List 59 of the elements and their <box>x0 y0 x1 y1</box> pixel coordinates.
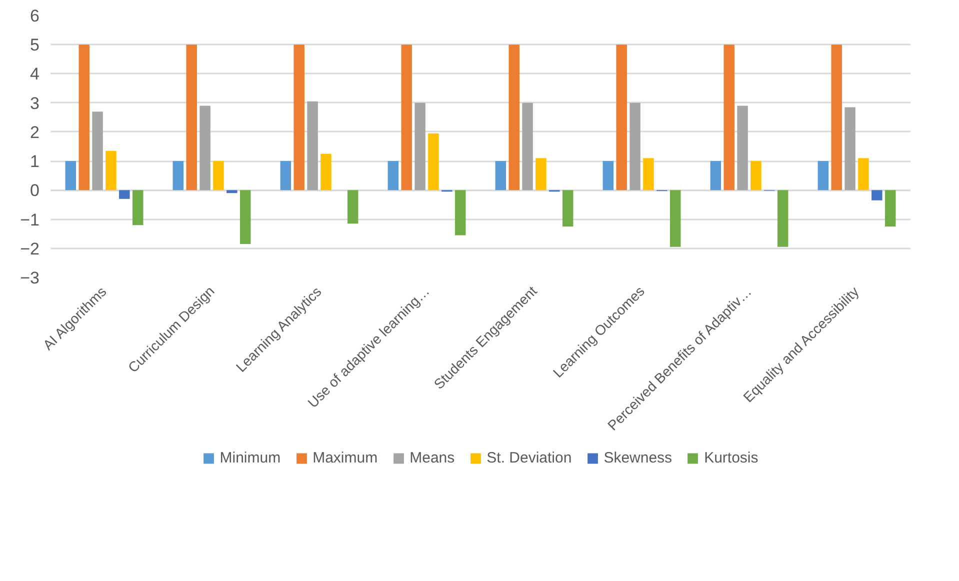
bar <box>858 158 869 190</box>
bar <box>522 102 533 190</box>
legend-label: Maximum <box>312 450 378 466</box>
bar <box>508 44 520 190</box>
y-tick-label: 4 <box>30 64 40 84</box>
legend-label: Kurtosis <box>704 450 758 466</box>
legend-label: Minimum <box>220 450 281 466</box>
bar <box>724 44 734 190</box>
y-tick-label: 5 <box>30 36 40 55</box>
bar <box>213 161 224 190</box>
bar <box>388 161 399 190</box>
bar <box>401 44 412 190</box>
y-tick-label: 6 <box>30 6 40 26</box>
bar <box>106 150 116 190</box>
bar <box>454 190 466 236</box>
bar <box>428 133 439 190</box>
y-tick-label: 0 <box>30 181 40 200</box>
bar <box>347 190 358 224</box>
bar <box>630 102 640 190</box>
bar <box>132 190 144 226</box>
y-tick-label: 2 <box>30 122 40 142</box>
bar <box>280 161 292 190</box>
bar <box>844 107 856 190</box>
y-tick-label: −3 <box>20 268 40 288</box>
bar <box>119 190 130 199</box>
bar <box>884 190 896 227</box>
bar <box>92 112 103 190</box>
bar <box>872 190 882 200</box>
y-tick-label: −2 <box>20 239 40 258</box>
bar <box>643 158 654 190</box>
bar <box>670 190 681 247</box>
bar <box>818 161 829 190</box>
y-tick-label: 1 <box>30 152 40 172</box>
bar <box>831 44 842 190</box>
bar <box>172 161 184 190</box>
bar <box>777 190 788 247</box>
bar <box>414 102 426 190</box>
legend-label: Skewness <box>604 450 672 466</box>
legend-label: Means <box>410 450 455 466</box>
bar <box>78 44 90 190</box>
bar <box>616 44 627 190</box>
bar <box>200 106 210 190</box>
bar <box>737 106 748 190</box>
bar <box>226 190 238 194</box>
y-tick-label: 3 <box>30 94 40 113</box>
y-tick-label: −1 <box>20 210 40 230</box>
bar <box>320 154 332 190</box>
bar <box>240 190 251 244</box>
bar <box>307 101 318 190</box>
bar <box>294 44 304 190</box>
bar <box>710 161 722 190</box>
bar <box>536 158 546 190</box>
bar <box>186 44 197 190</box>
bar <box>495 161 506 190</box>
bar <box>562 190 574 227</box>
bar <box>602 161 614 190</box>
legend-label: St. Deviation <box>486 450 572 466</box>
bar <box>750 161 762 190</box>
bar <box>65 161 76 190</box>
